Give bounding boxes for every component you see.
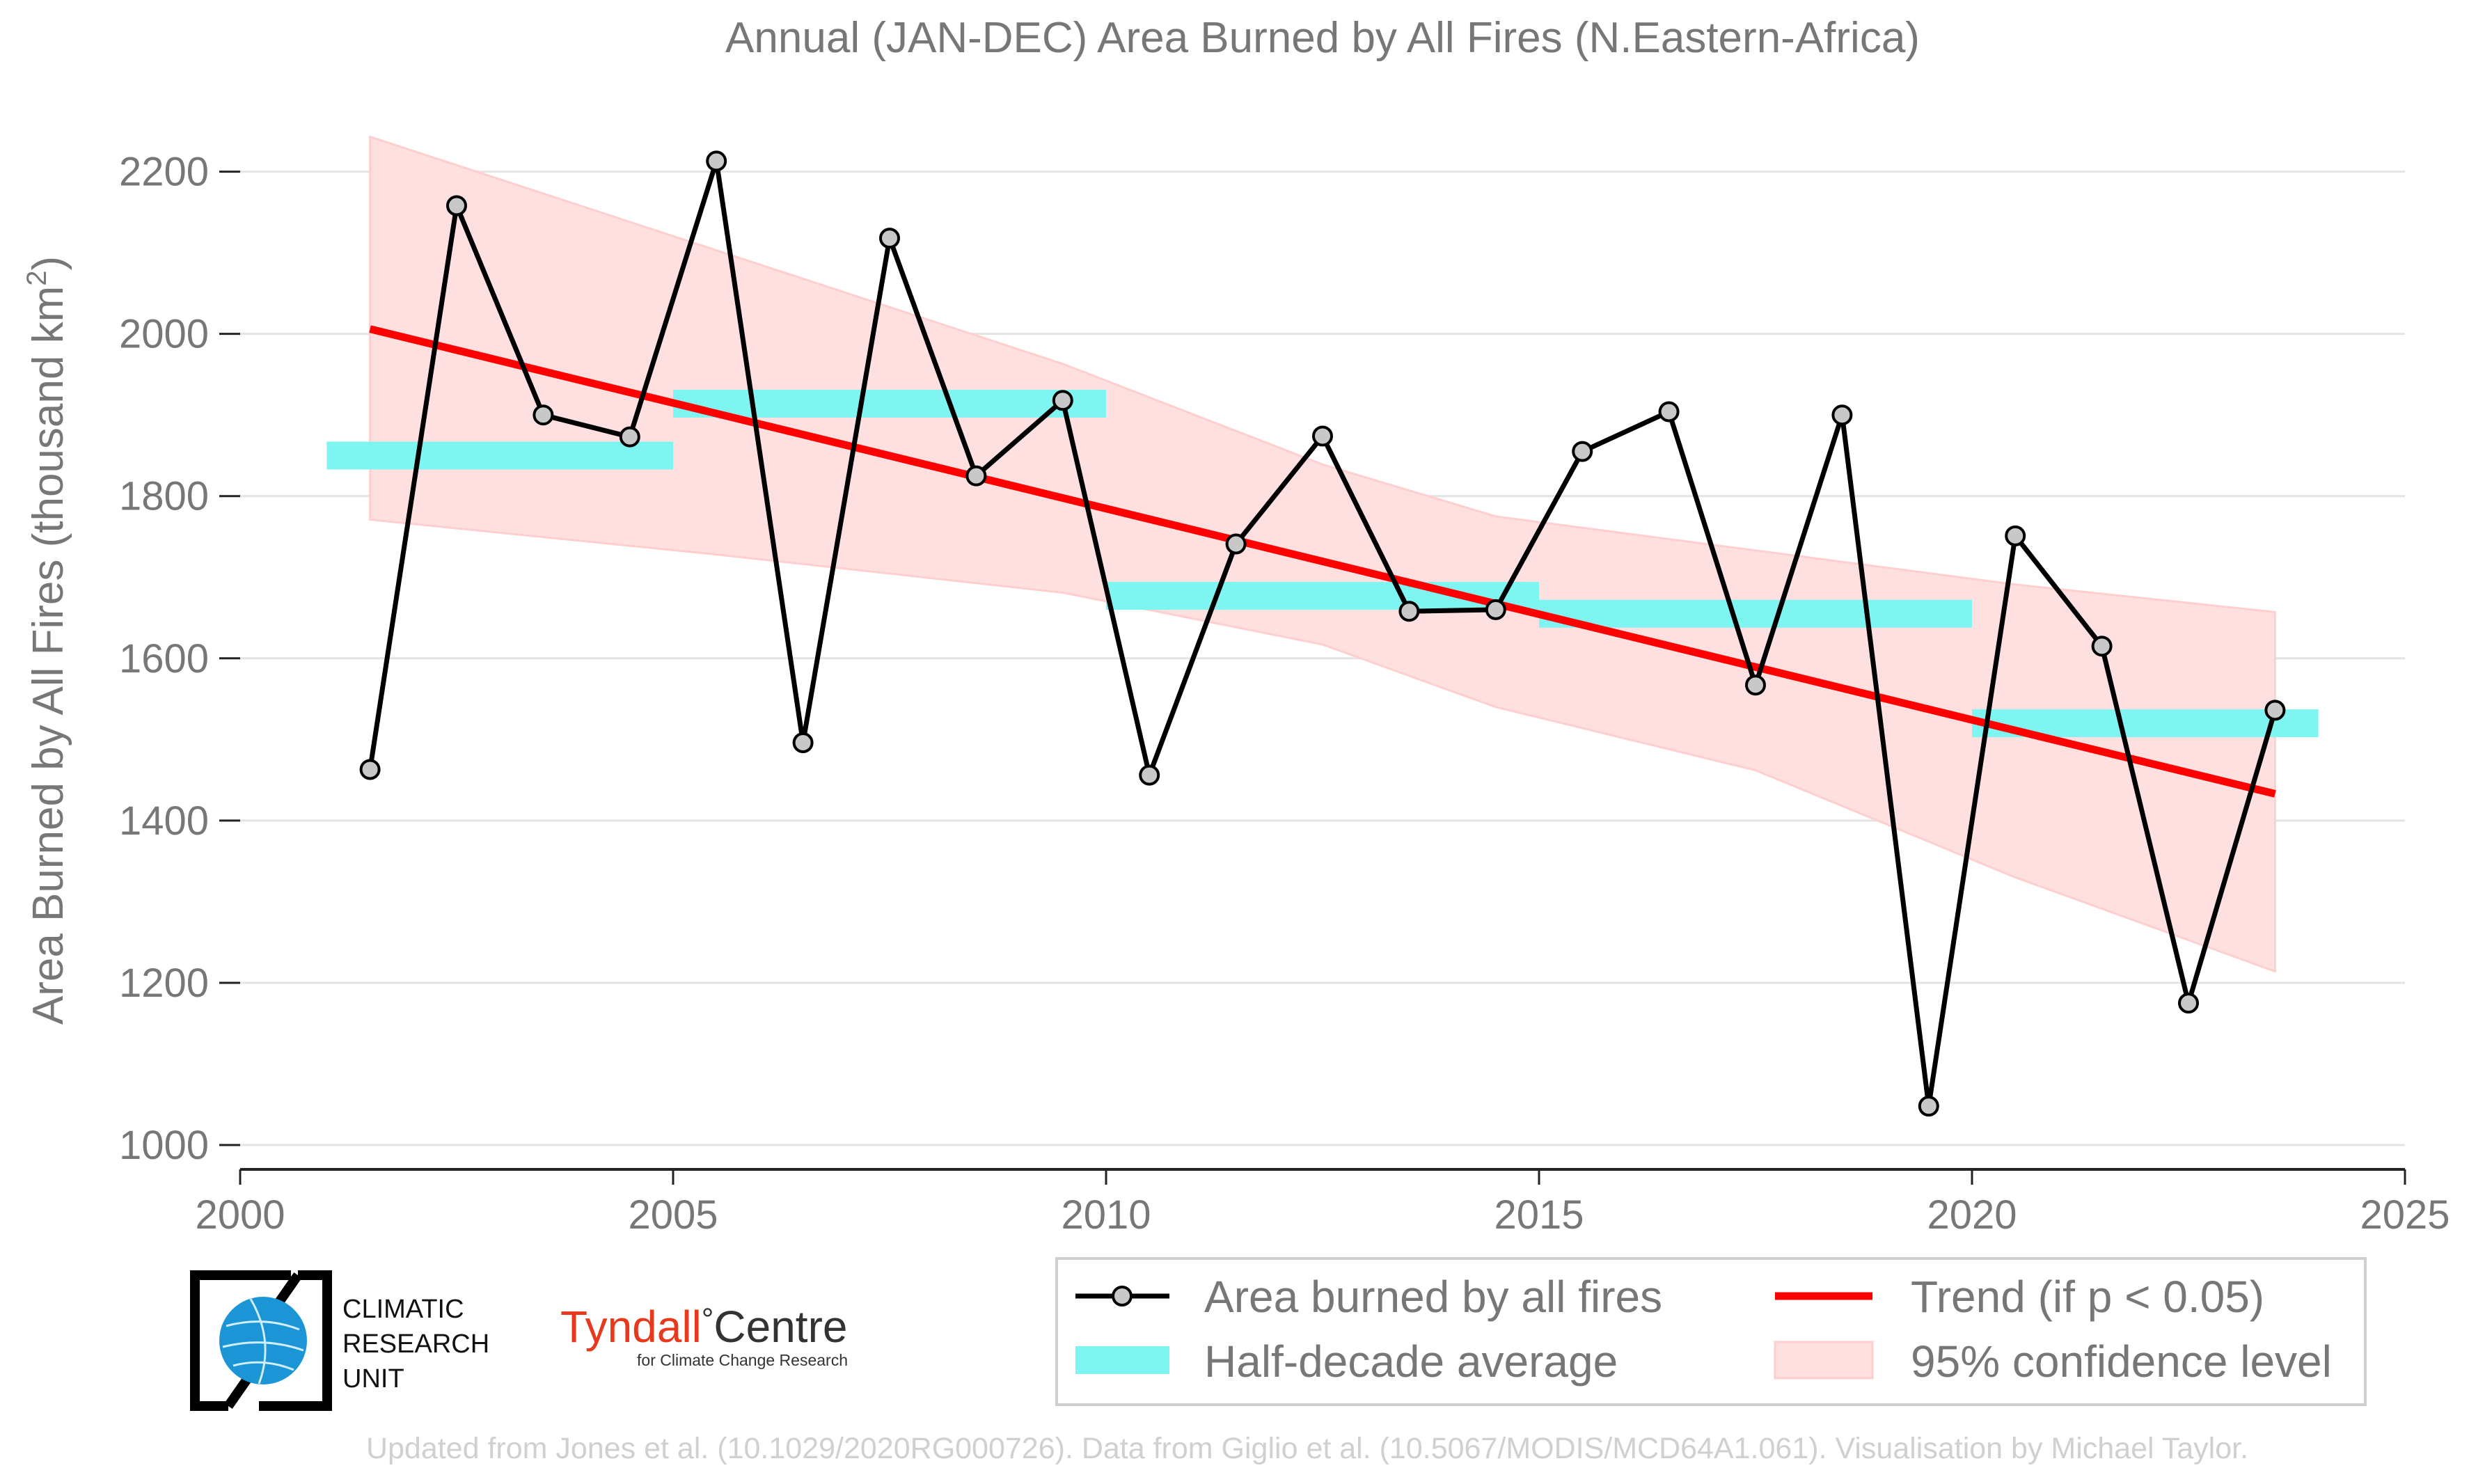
half-decade-bars — [326, 389, 2319, 738]
data-point — [1831, 404, 1853, 426]
legend-halfdecade-swatch — [1075, 1346, 1169, 1374]
x-tick-label: 2000 — [195, 1192, 285, 1238]
legend-confidence-label: 95% confidence level — [1911, 1336, 2332, 1387]
trend-line — [369, 325, 2276, 798]
tyndall-wordmark: Tyndall°Centre — [560, 1302, 847, 1352]
data-point — [619, 426, 640, 448]
y-tick-label: 2200 — [119, 150, 209, 195]
cru-text-line1: CLIMATIC — [342, 1295, 464, 1324]
axes: 1000 1200 1400 1600 1800 2000 2200 2000 2005 2010… — [119, 150, 2450, 1238]
data-point — [792, 732, 814, 754]
footer-credit: Updated from Jones et al. (10.1029/2020R… — [366, 1432, 2248, 1465]
globe-icon-lines — [222, 1298, 304, 1384]
data-point — [879, 228, 900, 249]
globe-icon-disc — [219, 1297, 307, 1384]
y-tick-label: 1200 — [119, 961, 209, 1006]
x-tick-label: 2010 — [1061, 1192, 1151, 1238]
tyndall-degree: ° — [702, 1302, 714, 1336]
data-point — [1052, 390, 1073, 411]
data-point — [446, 195, 467, 216]
y-tick-label: 2000 — [119, 312, 209, 357]
data-point — [1658, 401, 1680, 423]
cru-logo-slash-bottom — [224, 1375, 252, 1410]
trend-line-segment — [369, 325, 2276, 798]
data-point — [965, 465, 987, 487]
confidence-band — [369, 135, 2276, 973]
series-area-burned — [359, 150, 2286, 1117]
data-point — [2178, 993, 2199, 1014]
half-decade-bar — [1539, 599, 1972, 628]
data-point — [359, 759, 381, 780]
globe-icon — [219, 1297, 307, 1384]
cru-text-line3: UNIT — [342, 1364, 404, 1394]
chart-title: Annual (JAN-DEC) Area Burned by All Fire… — [725, 14, 1920, 62]
tyndall-subtitle: for Climate Change Research — [637, 1351, 848, 1369]
x-tick-label: 2015 — [1494, 1192, 1584, 1238]
y-axis-label-superscript: 2 — [22, 271, 52, 286]
tyndall-logo: Tyndall°Centre for Climate Change Resear… — [560, 1302, 848, 1369]
data-point — [1572, 441, 1593, 462]
data-point — [2005, 525, 2026, 546]
cru-logo-slash-top — [274, 1272, 302, 1307]
cru-logo-frame — [190, 1270, 332, 1411]
data-point — [1225, 533, 1247, 555]
legend-trend-label: Trend (if p < 0.05) — [1911, 1272, 2264, 1322]
y-tick-label: 1800 — [119, 474, 209, 519]
data-point — [1312, 425, 1333, 447]
data-point — [1398, 601, 1420, 622]
legend-frame — [1055, 1257, 2367, 1406]
y-axis-label-main: Area Burned by All Fires (thousand km — [24, 286, 72, 1025]
data-point — [1918, 1096, 1939, 1117]
data-point — [706, 150, 727, 172]
data-point — [1745, 674, 1766, 696]
confidence-band-area — [369, 135, 2276, 973]
x-tick-label: 2020 — [1927, 1192, 2017, 1238]
tyndall-centre: Centre — [713, 1302, 847, 1352]
x-tick-label: 2005 — [628, 1192, 718, 1238]
data-point — [533, 404, 554, 426]
cru-logo: CLIMATIC RESEARCH UNIT — [190, 1270, 489, 1411]
legend-series-marker — [1112, 1286, 1133, 1307]
y-tick-label: 1600 — [119, 636, 209, 681]
legend-series-label: Area burned by all fires — [1204, 1272, 1662, 1322]
y-tick-label: 1000 — [119, 1123, 209, 1168]
legend: Area burned by all fires Trend (if p < 0… — [1055, 1257, 2367, 1406]
data-point — [1139, 764, 1160, 786]
legend-confidence-swatch — [1774, 1341, 1874, 1380]
legend-halfdecade-label: Half-decade average — [1204, 1336, 1618, 1387]
data-point — [1485, 599, 1506, 620]
half-decade-bar — [673, 389, 1106, 418]
y-tick-label: 1400 — [119, 798, 209, 844]
y-axis-label-close: ) — [24, 256, 72, 271]
x-tick-label: 2025 — [2360, 1192, 2450, 1238]
data-point — [2091, 636, 2113, 657]
cru-text-line2: RESEARCH — [342, 1329, 489, 1359]
half-decade-bar — [326, 441, 673, 470]
tyndall-name: Tyndall — [560, 1302, 702, 1352]
data-point — [2264, 700, 2286, 721]
y-axis-label: Area Burned by All Fires (thousand km2) — [22, 256, 72, 1025]
